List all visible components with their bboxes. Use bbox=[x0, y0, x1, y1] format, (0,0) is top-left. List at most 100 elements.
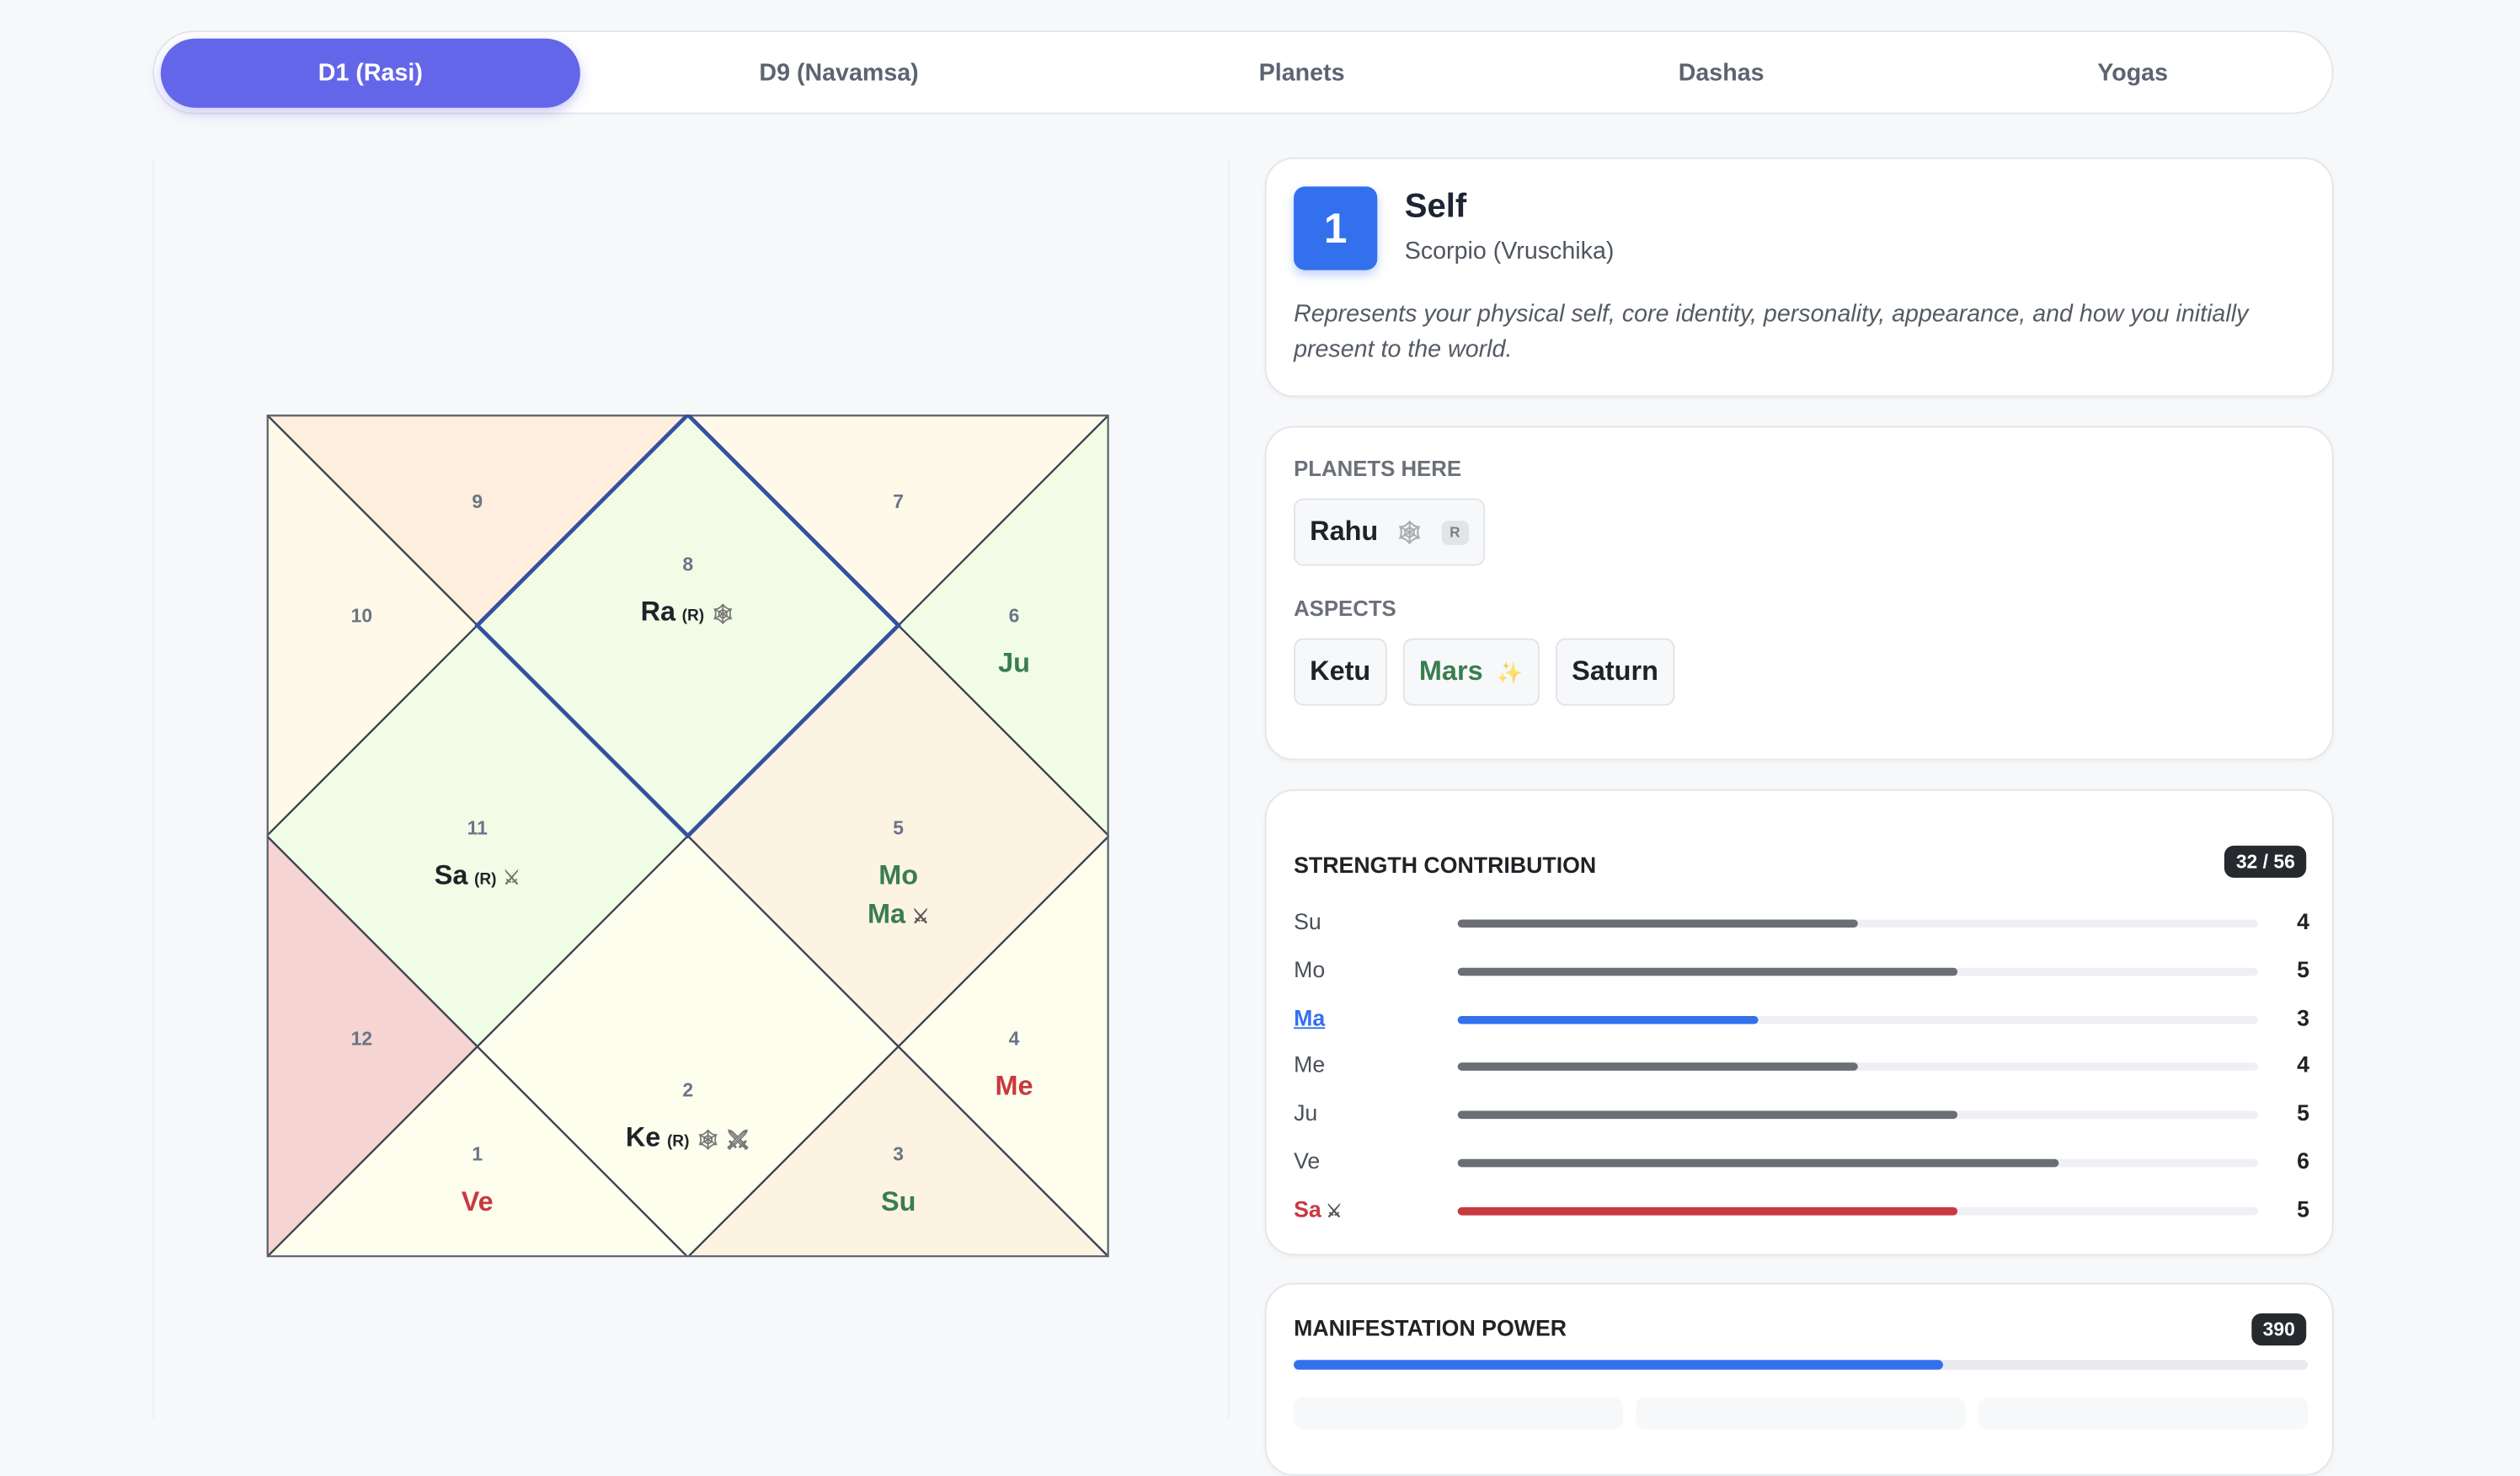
house-number: 5 bbox=[893, 816, 904, 838]
war-icon: ⚔ bbox=[912, 905, 930, 927]
chart-tabs: D1 (Rasi) D9 (Navamsa) Planets Dashas Yo… bbox=[152, 30, 2334, 115]
aspect-chip-saturn[interactable]: Saturn bbox=[1556, 638, 1675, 706]
house-number: 11 bbox=[467, 816, 488, 838]
selected-house-outline bbox=[474, 414, 902, 839]
strength-bar-fill bbox=[1457, 919, 1858, 928]
tab-planets[interactable]: Planets bbox=[1258, 59, 1345, 88]
house-12[interactable] bbox=[266, 834, 479, 1258]
planet-label: Mo bbox=[1294, 956, 1325, 982]
strength-bar-fill bbox=[1457, 1158, 2058, 1168]
strength-value: 5 bbox=[2297, 1099, 2310, 1126]
aspect-chip-ketu[interactable]: Ketu bbox=[1294, 638, 1387, 706]
planet-label: Me bbox=[1294, 1052, 1325, 1078]
planet-label: Ju bbox=[1294, 1100, 1317, 1126]
planet-name: Mars bbox=[1418, 655, 1483, 687]
planet-name: Rahu bbox=[1310, 516, 1379, 547]
planet-label: Su bbox=[881, 1186, 916, 1217]
retrograde-marker: (R) bbox=[682, 607, 704, 625]
house-number: 2 bbox=[682, 1078, 693, 1100]
house-number: 8 bbox=[682, 553, 693, 575]
north-indian-chart: 1 Ve 2 Ke (R) 🕸 ⚔ 3 Su 4 Me 5 Mo Ma ⚔ 6 Ju 7 8 Ra (R) 🕸 9 10 11… bbox=[266, 414, 1109, 1258]
planet-abbr: Su bbox=[1294, 908, 1321, 934]
strength-bar bbox=[1457, 1063, 2258, 1072]
strength-bar-fill bbox=[1457, 1110, 1958, 1120]
manifestation-subcard bbox=[1294, 1397, 1624, 1430]
planet-abbr: Ve bbox=[462, 1186, 494, 1217]
strength-bar bbox=[1457, 1158, 2258, 1168]
planet-label[interactable]: Ma bbox=[1294, 1004, 1325, 1030]
planets-here-label: PLANETS HERE bbox=[1294, 456, 1462, 481]
house-description: Represents your physical self, core iden… bbox=[1294, 300, 2249, 364]
planet-label: Ve bbox=[1294, 1147, 1320, 1174]
strength-row-sa: Sa ⚔ 5 bbox=[1294, 1195, 2309, 1227]
tab-dashas[interactable]: Dashas bbox=[1678, 59, 1765, 88]
planet-chip-rahu[interactable]: Rahu 🕸 R bbox=[1294, 498, 1485, 566]
house-number: 6 bbox=[1009, 604, 1020, 626]
strength-bar bbox=[1457, 967, 2258, 976]
manifestation-progress bbox=[1294, 1360, 2309, 1370]
tab-d9-navamsa[interactable]: D9 (Navamsa) bbox=[759, 59, 919, 88]
war-icon: ⚔ bbox=[1326, 1201, 1343, 1222]
strength-row-su: Su 4 bbox=[1294, 908, 2309, 940]
manifestation-title: MANIFESTATION POWER bbox=[1294, 1314, 1567, 1341]
house-number: 12 bbox=[351, 1027, 372, 1049]
aspect-chip-mars[interactable]: Mars ✨ bbox=[1402, 638, 1540, 706]
planet-label: Mo bbox=[878, 859, 918, 890]
sparkle-icon: ✨ bbox=[1497, 660, 1524, 685]
strength-bar-fill bbox=[1457, 1015, 1759, 1024]
house-title: Self bbox=[1404, 188, 1467, 226]
planet-label: Ma ⚔ bbox=[868, 898, 929, 928]
manifestation-subcard bbox=[1978, 1397, 2309, 1430]
tab-d1-rasi[interactable]: D1 (Rasi) bbox=[160, 38, 580, 108]
house-number: 1 bbox=[472, 1143, 483, 1165]
strength-total-badge: 32 / 56 bbox=[2224, 845, 2307, 878]
planet-abbr: Ke bbox=[626, 1122, 660, 1152]
house-sign: Scorpio (Vruschika) bbox=[1404, 238, 1615, 265]
planet-abbr: Ra bbox=[641, 596, 676, 627]
aspects-label: ASPECTS bbox=[1294, 596, 1396, 621]
strength-value: 6 bbox=[2297, 1147, 2310, 1174]
manifestation-progress-fill bbox=[1294, 1360, 1943, 1370]
manifestation-power-card: MANIFESTATION POWER 390 bbox=[1264, 1282, 2334, 1476]
strength-bar bbox=[1457, 1015, 2258, 1024]
manifestation-value-badge: 390 bbox=[2251, 1313, 2307, 1346]
planet-label: Ke (R) 🕸 ⚔ bbox=[626, 1122, 750, 1152]
status-icons: ⚔ bbox=[503, 866, 521, 888]
web-icon: 🕸 bbox=[1395, 519, 1424, 545]
planet-label: Ve bbox=[462, 1186, 494, 1217]
strength-title: STRENGTH CONTRIBUTION bbox=[1294, 852, 1597, 878]
strength-bar-fill bbox=[1457, 1206, 1958, 1216]
strength-bar-fill bbox=[1457, 1063, 1858, 1072]
planet-label: Sa ⚔ bbox=[1294, 1195, 1342, 1222]
strength-bar-fill bbox=[1457, 967, 1958, 976]
tab-yogas[interactable]: Yogas bbox=[2097, 59, 2169, 88]
manifestation-subcard bbox=[1636, 1397, 1966, 1430]
planet-abbr: Mo bbox=[1294, 955, 1326, 982]
status-icons: 🕸 bbox=[711, 603, 735, 625]
strength-row-mo: Mo 5 bbox=[1294, 956, 2309, 988]
house-number: 9 bbox=[472, 490, 483, 512]
strength-bar bbox=[1457, 1206, 2258, 1216]
strength-row-ma: Ma 3 bbox=[1294, 1004, 2309, 1036]
strength-row-ve: Ve 6 bbox=[1294, 1147, 2309, 1179]
planet-abbr: Me bbox=[996, 1070, 1033, 1100]
strength-value: 5 bbox=[2297, 1195, 2310, 1222]
planet-abbr: Ve bbox=[1294, 1147, 1321, 1174]
planet-label: Ju bbox=[998, 648, 1030, 678]
strength-contribution-card: STRENGTH CONTRIBUTION 32 / 56 Su 4 Mo 5 Ma… bbox=[1264, 789, 2334, 1256]
strength-value: 3 bbox=[2297, 1003, 2310, 1030]
strength-row-ju: Ju 5 bbox=[1294, 1100, 2309, 1132]
retrograde-marker: (R) bbox=[667, 1133, 689, 1151]
retrograde-marker: (R) bbox=[474, 870, 496, 888]
house-number: 7 bbox=[893, 490, 904, 512]
planets-aspects-card: PLANETS HERE Rahu 🕸 R ASPECTS Ketu Mars … bbox=[1264, 425, 2334, 761]
planet-abbr: Ma bbox=[868, 898, 906, 928]
house-number: 4 bbox=[1009, 1027, 1020, 1049]
planet-abbr: Mo bbox=[878, 859, 918, 890]
planet-abbr: Sa bbox=[435, 859, 469, 890]
planet-label: Su bbox=[1294, 908, 1321, 934]
house-number: 10 bbox=[351, 604, 372, 626]
house-info-card: 1 Self Scorpio (Vruschika) Represents yo… bbox=[1264, 157, 2334, 398]
planet-label: Me bbox=[996, 1070, 1033, 1100]
planet-abbr: Ju bbox=[998, 648, 1030, 678]
